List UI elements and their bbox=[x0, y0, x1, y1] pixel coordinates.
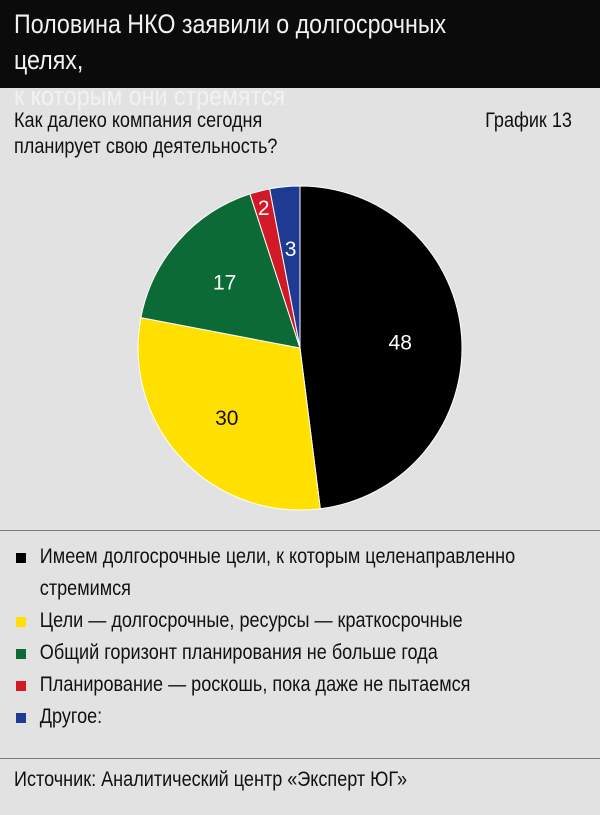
legend-item: Планирование — роскошь, пока даже не пыт… bbox=[14, 669, 594, 701]
pie-slice-label-0: 48 bbox=[389, 332, 412, 355]
legend-item: Цели — долгосрочные, ресурсы — краткосро… bbox=[14, 605, 594, 637]
pie-slice-label-4: 3 bbox=[285, 238, 297, 261]
pie-chart: 48 30 17 23 bbox=[137, 185, 463, 511]
legend-swatch bbox=[16, 713, 26, 723]
legend-swatch bbox=[16, 617, 26, 627]
source-note: Источник: Аналитический центр «Эксперт Ю… bbox=[14, 768, 408, 791]
legend-swatch bbox=[16, 681, 26, 691]
chart-question: Как далеко компания сегодня планирует св… bbox=[14, 109, 278, 158]
chart-number: График 13 bbox=[485, 109, 572, 132]
pie-slice-label-3: 2 bbox=[258, 197, 270, 220]
legend-label: Имеем долгосрочные цели, к которым целен… bbox=[39, 545, 516, 600]
pie-slice-1 bbox=[137, 317, 321, 511]
legend-item: Другое: bbox=[14, 701, 594, 733]
pie-slice-2 bbox=[140, 193, 301, 349]
pie-slice-0 bbox=[299, 185, 463, 510]
legend-item: Имеем долгосрочные цели, к которым целен… bbox=[14, 541, 594, 605]
pie-slice-4 bbox=[269, 185, 301, 349]
legend: Имеем долгосрочные цели, к которым целен… bbox=[14, 541, 594, 733]
divider bbox=[0, 758, 600, 759]
chart-title: Половина НКО заявили о долгосрочных целя… bbox=[14, 9, 447, 111]
header-bar: Половина НКО заявили о долгосрочных целя… bbox=[0, 0, 600, 111]
pie-slice-label-1: 30 bbox=[215, 407, 238, 430]
legend-swatch bbox=[16, 553, 26, 563]
legend-label: Планирование — роскошь, пока даже не пыт… bbox=[39, 673, 471, 696]
legend-label: Другое: bbox=[39, 705, 103, 728]
pie-slice-label-2: 17 bbox=[213, 272, 236, 295]
legend-swatch bbox=[16, 649, 26, 659]
legend-item: Общий горизонт планирования не больше го… bbox=[14, 637, 594, 669]
legend-label: Общий горизонт планирования не больше го… bbox=[39, 641, 438, 664]
divider bbox=[0, 530, 600, 531]
legend-label: Цели — долгосрочные, ресурсы — краткосро… bbox=[39, 609, 463, 632]
